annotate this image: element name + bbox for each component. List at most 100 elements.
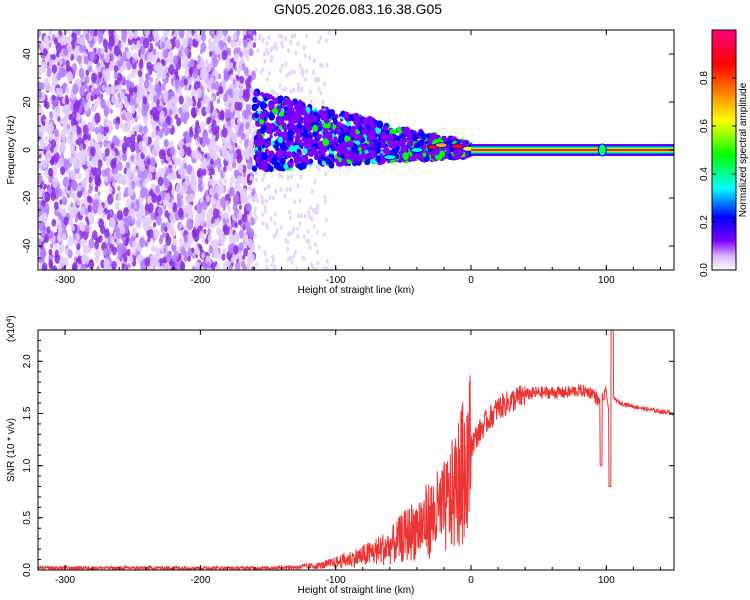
- spectral-dot: [238, 218, 242, 226]
- spectral-dot: [183, 78, 188, 86]
- spectral-dot: [324, 218, 328, 224]
- spectral-dot: [206, 116, 211, 125]
- spectral-dot: [176, 117, 182, 127]
- spectral-dot: [218, 39, 225, 51]
- spectral-dot: [74, 46, 79, 54]
- spectral-dot: [276, 105, 281, 110]
- spectral-dot: [40, 91, 46, 101]
- spectral-dot: [160, 110, 165, 119]
- spectral-dot: [294, 50, 298, 56]
- spectral-dot: [223, 178, 228, 184]
- spectral-dot: [192, 67, 199, 79]
- spectral-dot: [48, 30, 53, 37]
- spectral-dot: [60, 129, 67, 139]
- spectral-dot: [256, 48, 260, 54]
- spectral-dot: [271, 195, 275, 201]
- spectral-dot: [340, 153, 345, 159]
- spectral-dot: [88, 39, 94, 49]
- spectral-dot: [191, 181, 195, 188]
- spectral-dot: [304, 76, 308, 82]
- spectral-dot: [54, 254, 58, 261]
- y-scale-factor: (x104): [6, 315, 18, 342]
- spectral-dot: [75, 233, 80, 241]
- spectral-dot: [366, 134, 373, 142]
- spectral-dot: [144, 79, 150, 89]
- spectral-dot: [153, 95, 158, 103]
- spectral-dot: [362, 122, 367, 127]
- spectral-dot: [203, 76, 209, 86]
- spectral-dot: [161, 83, 166, 91]
- chart-title: GN05.2026.083.16.38.G05: [274, 1, 442, 17]
- spectral-dot: [296, 233, 300, 239]
- spectral-dot: [161, 98, 165, 104]
- spectral-dot: [332, 116, 337, 123]
- spectral-dot: [41, 159, 48, 169]
- spectral-dot: [301, 136, 306, 142]
- spectral-dot: [300, 86, 304, 92]
- spectral-dot: [321, 99, 325, 105]
- spectral-dot: [251, 70, 256, 77]
- spectral-dot: [243, 195, 249, 206]
- spectral-dot: [435, 149, 440, 156]
- spectral-dot: [271, 157, 278, 166]
- spectral-dot: [121, 174, 128, 186]
- spectral-dot: [192, 266, 196, 270]
- spectral-dot: [232, 31, 238, 41]
- spectral-dot: [96, 148, 102, 157]
- spectral-dot: [270, 262, 274, 268]
- spectral-dot: [184, 46, 190, 55]
- spectral-dot: [293, 32, 297, 38]
- spectral-dot: [290, 152, 295, 158]
- spectral-dot: [443, 137, 448, 143]
- spectral-dot: [218, 85, 224, 95]
- spectral-dot: [284, 36, 288, 42]
- spectral-dot: [311, 69, 315, 75]
- spectral-dot: [324, 171, 328, 177]
- spectral-dot: [289, 89, 293, 95]
- spectral-dot: [104, 228, 110, 238]
- spectral-dot: [48, 259, 54, 268]
- spectral-dot: [164, 226, 168, 233]
- spectral-dot: [219, 109, 225, 118]
- spectral-dot: [40, 42, 45, 49]
- snr-series-line: [38, 330, 674, 570]
- spectral-dot: [267, 71, 271, 77]
- spectral-dot: [425, 133, 431, 139]
- spectral-dot: [135, 147, 140, 155]
- spectral-dot: [287, 128, 293, 135]
- y-tick-label: -20: [22, 190, 33, 205]
- spectral-dot: [126, 215, 133, 225]
- spectral-dot: [281, 87, 285, 93]
- spectral-dot: [252, 96, 258, 103]
- spectral-dot: [246, 169, 250, 175]
- spectral-dot: [102, 39, 109, 49]
- spectral-dot: [119, 103, 124, 110]
- spectral-dot: [248, 129, 252, 135]
- spectral-dot: [398, 129, 402, 134]
- spectral-dot: [117, 193, 122, 201]
- spectral-dot: [277, 164, 283, 172]
- spectral-dot: [75, 138, 79, 145]
- spectral-dot: [91, 166, 98, 176]
- spectral-dot: [151, 106, 158, 118]
- spectral-dot: [109, 217, 116, 229]
- spectral-dot: [275, 227, 279, 233]
- spectral-dot: [73, 151, 79, 160]
- spectral-dot: [263, 172, 267, 178]
- spectral-dot: [349, 115, 355, 122]
- spectral-dot: [232, 203, 238, 212]
- spectral-dot: [74, 216, 79, 223]
- spectral-dot: [333, 144, 337, 149]
- spectral-dot: [98, 125, 105, 135]
- spectral-dot: [85, 69, 90, 76]
- spectral-dot: [304, 121, 311, 129]
- spectral-dot: [119, 249, 123, 256]
- spectral-dot: [121, 113, 126, 121]
- spectral-dot: [149, 263, 154, 270]
- spectral-dot: [90, 146, 96, 157]
- spectral-dot: [230, 256, 235, 264]
- spectral-blob: [410, 147, 424, 153]
- spectral-dot: [209, 101, 213, 108]
- spectral-dot: [265, 41, 269, 47]
- spectral-dot: [255, 150, 259, 155]
